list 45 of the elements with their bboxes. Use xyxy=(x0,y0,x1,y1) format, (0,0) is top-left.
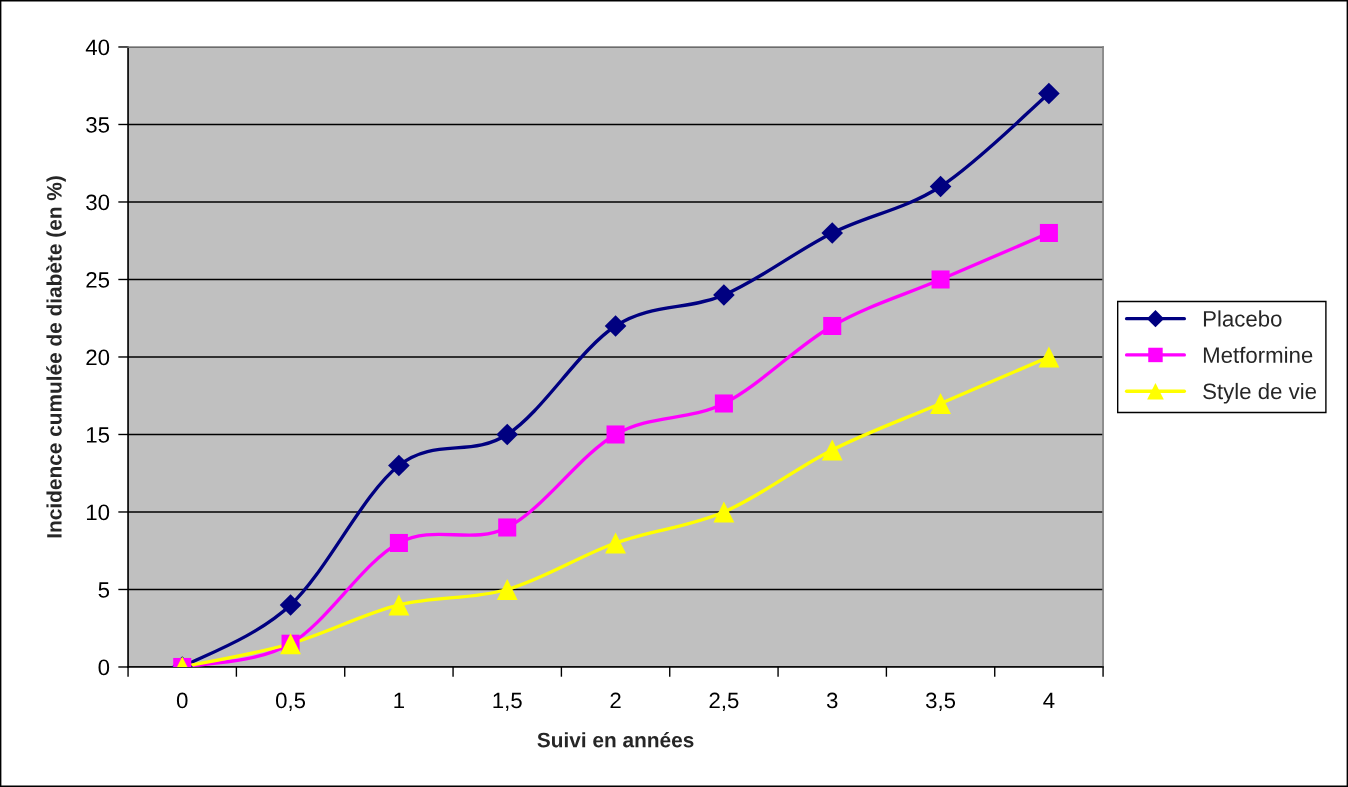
point xyxy=(821,439,843,461)
point xyxy=(279,594,302,616)
x-axis-title: Suivi en années xyxy=(537,731,694,748)
point xyxy=(1038,82,1060,105)
x-tick-label: 3 xyxy=(826,692,838,709)
point xyxy=(496,423,519,446)
y-tick-label: 40 xyxy=(85,39,110,56)
y-tick-label: 30 xyxy=(86,194,110,211)
y-tick-label: 0 xyxy=(98,659,110,676)
x-tick-label: 3,5 xyxy=(925,692,956,711)
point xyxy=(496,579,518,600)
x-tick-label: 0,5 xyxy=(275,692,306,711)
point xyxy=(388,594,410,616)
legend-label: Style de vie xyxy=(1203,382,1317,404)
point xyxy=(821,222,844,244)
point xyxy=(713,501,735,523)
y-tick-label: 25 xyxy=(86,272,110,288)
point xyxy=(929,175,952,198)
x-tick-label: 0 xyxy=(176,692,188,709)
point xyxy=(498,518,517,537)
x-tick-label: 4 xyxy=(1043,692,1055,709)
point xyxy=(389,533,408,553)
y-tick-label: 15 xyxy=(86,427,110,443)
point xyxy=(713,284,735,306)
x-tick-label: 1,5 xyxy=(493,692,522,711)
y-axis-title: Incidence cumulée de diabète (en %) xyxy=(46,176,66,538)
legend-label: Placebo xyxy=(1203,310,1282,327)
point xyxy=(930,393,951,414)
x-tick-label: 2,5 xyxy=(709,692,739,711)
point xyxy=(1038,346,1060,368)
y-tick-label: 20 xyxy=(86,349,110,366)
point xyxy=(823,316,842,336)
y-tick-label: 35 xyxy=(86,117,110,133)
x-tick-label: 2 xyxy=(610,692,621,709)
point xyxy=(714,394,733,413)
point xyxy=(606,425,625,444)
point xyxy=(931,270,950,289)
point xyxy=(604,315,627,337)
legend-label: Metformine xyxy=(1203,346,1313,363)
point xyxy=(1039,223,1058,243)
point xyxy=(605,532,626,554)
x-tick-label: 1 xyxy=(394,692,404,709)
point xyxy=(388,454,410,477)
y-tick-label: 10 xyxy=(86,504,110,521)
y-tick-label: 5 xyxy=(98,582,110,598)
